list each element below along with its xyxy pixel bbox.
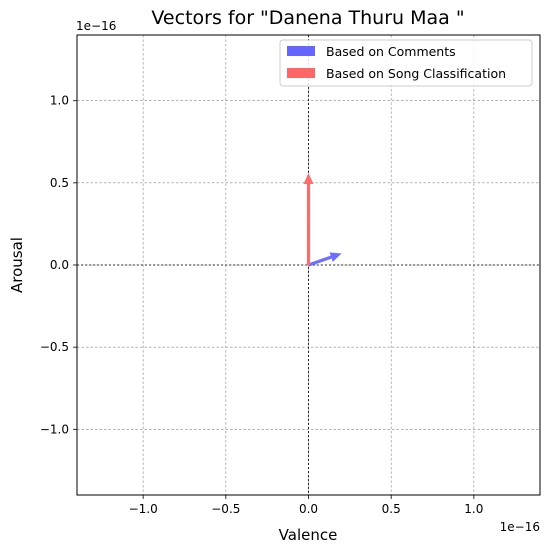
legend-label-song-classification: Based on Song Classification xyxy=(326,66,506,81)
y-tick-label: 0.5 xyxy=(50,176,69,190)
x-tick-label: −0.5 xyxy=(211,502,240,516)
legend-swatch-comments xyxy=(287,46,315,56)
x-axis-offset-label: 1e−16 xyxy=(500,520,540,534)
chart-title: Vectors for "Danena Thuru Maa " xyxy=(151,7,464,29)
x-tick-label: −1.0 xyxy=(129,502,158,516)
legend: Based on Comments Based on Song Classifi… xyxy=(279,39,533,87)
plot-frame xyxy=(76,34,541,496)
y-axis-offset-label: 1e−16 xyxy=(76,19,116,33)
legend-box xyxy=(279,39,533,87)
x-axis-ticks: −1.0 −0.5 0.0 0.5 1.0 xyxy=(129,495,483,516)
y-tick-label: 0.0 xyxy=(50,258,69,272)
vectors xyxy=(303,173,342,267)
vector-arrow-based-on-comments xyxy=(307,252,342,267)
y-tick-label: −1.0 xyxy=(40,422,69,436)
y-tick-label: 1.0 xyxy=(50,94,69,108)
legend-label-comments: Based on Comments xyxy=(326,44,456,59)
y-tick-label: −0.5 xyxy=(40,340,69,354)
x-tick-label: 1.0 xyxy=(464,502,483,516)
y-axis-ticks: −1.0 −0.5 0.0 0.5 1.0 xyxy=(40,94,77,436)
x-axis-label: Valence xyxy=(279,526,338,544)
vector-arrow-based-on-song-classification xyxy=(303,173,314,265)
y-axis-label: Arousal xyxy=(8,237,26,293)
legend-swatch-song-classification xyxy=(287,68,315,78)
x-tick-label: 0.5 xyxy=(382,502,401,516)
x-tick-label: 0.0 xyxy=(299,502,318,516)
